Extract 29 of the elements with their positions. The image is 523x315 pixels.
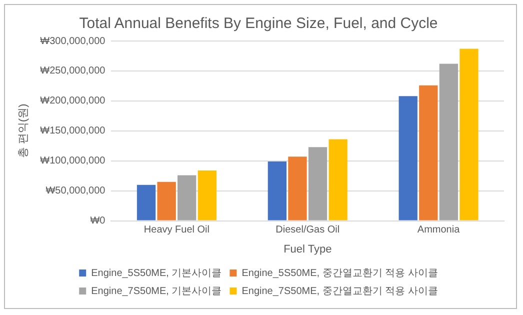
x-tick-label: Ammonia [417, 224, 460, 236]
x-tick-label: Diesel/Gas Oil [276, 224, 340, 236]
x-axis-title: Fuel Type [284, 243, 332, 256]
y-tick-label: ₩200,000,000 [40, 96, 106, 107]
bar [419, 85, 438, 220]
legend-label: Engine_5S50ME, 기본사이클 [91, 268, 222, 279]
bar [157, 182, 176, 220]
legend-label: Engine_7S50ME, 중간열교환기 적용 사이클 [242, 286, 438, 297]
legend-label: Engine_5S50ME, 중간열교환기 적용 사이클 [242, 268, 438, 279]
bar [439, 64, 458, 220]
bar [198, 170, 216, 220]
y-tick-label: ₩300,000,000 [40, 36, 106, 47]
chart-title: Total Annual Benefits By Engine Size, Fuel, and Cycle [79, 15, 438, 32]
y-tick-label: ₩0 [90, 216, 106, 227]
y-tick-label: ₩250,000,000 [40, 66, 106, 77]
bar [268, 161, 287, 220]
bar [328, 139, 348, 220]
y-tick-label: ₩100,000,000 [40, 156, 106, 167]
bar [460, 48, 478, 220]
y-tick-label: ₩50,000,000 [46, 186, 106, 197]
bar [308, 147, 328, 220]
y-axis-title: 총 편익(원) [18, 104, 30, 158]
bar [288, 156, 307, 220]
bar [178, 175, 196, 220]
bar [398, 96, 418, 220]
y-tick-label: ₩150,000,000 [40, 126, 106, 137]
legend-label: Engine_7S50ME, 기본사이클 [91, 286, 222, 297]
x-tick-label: Heavy Fuel Oil [144, 224, 210, 236]
bar [136, 184, 156, 220]
